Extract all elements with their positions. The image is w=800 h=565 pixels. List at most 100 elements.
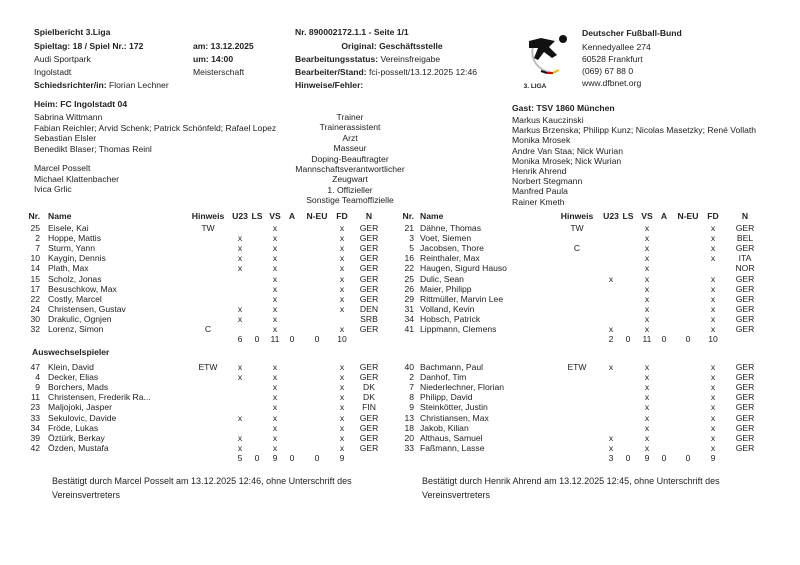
- player-vs: x: [272, 432, 278, 443]
- editor-value: fci-posselt/13.12.2025 12:46: [369, 67, 478, 77]
- player-vs: x: [644, 233, 650, 244]
- player-fd: x: [710, 362, 716, 372]
- column-header-nr: Nr.: [402, 211, 414, 221]
- player-vs: x: [272, 253, 278, 264]
- player-name: Dähne, Thomas: [420, 223, 481, 233]
- player-fd: x: [339, 233, 345, 244]
- player-number: 20: [404, 432, 414, 443]
- player-vs: x: [272, 382, 278, 393]
- player-number: 23: [30, 402, 40, 413]
- column-header-name: Name: [48, 211, 72, 221]
- player-number: 33: [30, 412, 40, 423]
- player-number: 34: [30, 422, 40, 433]
- player-vs: x: [272, 243, 278, 254]
- player-name: Maier, Philipp: [420, 283, 472, 294]
- column-total-vs: 11: [270, 334, 280, 345]
- player-number: 39: [30, 432, 40, 443]
- player-name: Lippmann, Clemens: [420, 324, 497, 334]
- player-number: 21: [404, 223, 414, 233]
- player-name: Steinkötter, Justin: [420, 402, 488, 413]
- match-time: um: 14:00: [193, 54, 234, 64]
- player-name: Danhof, Tim: [420, 372, 467, 383]
- player-nationality: GER: [359, 442, 379, 453]
- player-vs: x: [644, 313, 650, 324]
- column-header-u23: U23: [603, 211, 619, 221]
- player-vs: x: [644, 382, 650, 393]
- player-vs: x: [644, 432, 650, 443]
- player-name: Christiansen, Max: [420, 412, 489, 423]
- player-vs: x: [272, 362, 278, 372]
- player-hinweis: ETW: [198, 362, 218, 372]
- player-hinweis: TW: [570, 223, 584, 233]
- player-vs: x: [644, 442, 650, 453]
- player-nationality: GER: [359, 253, 379, 264]
- player-name: Reinthaler, Max: [420, 253, 480, 264]
- player-fd: x: [710, 422, 716, 433]
- player-vs: x: [272, 392, 278, 403]
- player-nationality: GER: [735, 402, 755, 413]
- column-total-n-eu: 0: [685, 452, 691, 463]
- away-official: Markus Brzenska; Philipp Kunz; Nicolas M…: [512, 125, 757, 136]
- player-nationality: GER: [359, 293, 379, 304]
- player-fd: x: [339, 263, 345, 274]
- dfb-city: 60528 Frankfurt: [582, 54, 643, 64]
- player-fd: x: [710, 313, 716, 324]
- player-number: 24: [30, 303, 40, 314]
- player-nationality: SRB: [360, 313, 378, 324]
- player-vs: x: [272, 313, 278, 324]
- player-vs: x: [272, 303, 278, 314]
- column-header-nr: Nr.: [28, 211, 40, 221]
- official-role: Trainerassistent: [319, 122, 381, 133]
- venue: Audi Sportpark: [34, 54, 91, 64]
- player-name: Sekulovic, Davide: [48, 412, 117, 423]
- match-date: am: 13.12.2025: [193, 41, 254, 51]
- player-u23: x: [608, 432, 614, 443]
- player-nationality: NOR: [735, 263, 755, 274]
- player-nationality: GER: [359, 273, 379, 284]
- column-header-name: Name: [420, 211, 444, 221]
- player-nationality: FIN: [362, 402, 376, 413]
- original-copy: Original: Geschäftsstelle: [341, 41, 443, 51]
- official-role: Sonstige Teamoffizielle: [306, 195, 394, 206]
- player-fd: x: [339, 432, 345, 443]
- player-number: 29: [404, 293, 414, 304]
- player-nationality: GER: [359, 412, 379, 423]
- away-official: Manfred Paula: [512, 186, 568, 197]
- player-u23: x: [237, 442, 243, 453]
- player-nationality: GER: [735, 223, 755, 233]
- home-official: Benedikt Blaser; Thomas Reinl: [34, 144, 152, 154]
- player-vs: x: [644, 402, 650, 413]
- player-number: 30: [30, 313, 40, 324]
- player-nationality: GER: [735, 432, 755, 443]
- player-fd: x: [339, 412, 345, 423]
- home-official: Michael Klattenbacher: [34, 174, 120, 184]
- player-name: Voet, Siemen: [420, 233, 472, 244]
- official-role: Mannschaftsverantwortlicher: [295, 164, 405, 174]
- player-number: 2: [35, 233, 40, 244]
- player-u23: x: [608, 324, 614, 334]
- player-name: Volland, Kevin: [420, 303, 475, 314]
- player-number: 16: [404, 253, 414, 264]
- player-u23: x: [237, 372, 243, 383]
- player-name: Kaygin, Dennis: [48, 253, 106, 264]
- column-total-fd: 10: [337, 334, 347, 345]
- player-vs: x: [644, 243, 650, 254]
- player-name: Niederlechner, Florian: [420, 382, 505, 393]
- player-nationality: ITA: [738, 253, 752, 264]
- column-header-a: A: [660, 211, 668, 221]
- player-fd: x: [710, 273, 716, 284]
- player-name: Jacobsen, Thore: [420, 243, 484, 254]
- player-name: Dulic, Sean: [420, 273, 464, 284]
- player-nationality: DEN: [359, 303, 379, 314]
- home-official: Sabrina Wittmann: [34, 112, 103, 122]
- player-fd: x: [339, 253, 345, 264]
- player-vs: x: [272, 263, 278, 274]
- player-nationality: GER: [735, 273, 755, 284]
- player-number: 41: [404, 324, 414, 334]
- substitutes-heading: Auswechselspieler: [32, 347, 110, 357]
- player-number: 8: [409, 392, 414, 403]
- player-name: Sturm, Yann: [48, 243, 95, 254]
- player-number: 22: [404, 263, 414, 274]
- player-number: 42: [30, 442, 40, 453]
- home-confirmation: Bestätigt durch Marcel Posselt am 13.12.…: [52, 476, 352, 500]
